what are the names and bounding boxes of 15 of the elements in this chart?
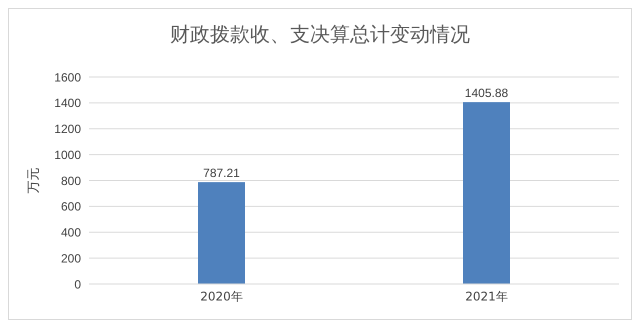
y-tick-label: 1200 xyxy=(54,122,82,136)
y-tick-label: 400 xyxy=(60,226,82,240)
chart-title: 财政拨款收、支决算总计变动情况 xyxy=(169,21,471,48)
y-tick-label: 800 xyxy=(60,174,82,188)
y-axis-title: 万元 xyxy=(26,168,42,194)
y-tick-label: 1600 xyxy=(54,70,82,84)
y-tick-label: 200 xyxy=(60,251,82,266)
y-tick-label: 0 xyxy=(74,277,82,292)
y-tick-label: 1400 xyxy=(54,96,82,110)
y-tick-label: 1000 xyxy=(54,148,82,162)
data-label: 787.21 xyxy=(203,166,240,180)
x-tick-label: 2020年 xyxy=(200,290,243,304)
x-tick-label: 2021年 xyxy=(465,290,508,304)
data-label: 1405.88 xyxy=(464,86,509,100)
y-tick-label: 600 xyxy=(60,200,82,214)
